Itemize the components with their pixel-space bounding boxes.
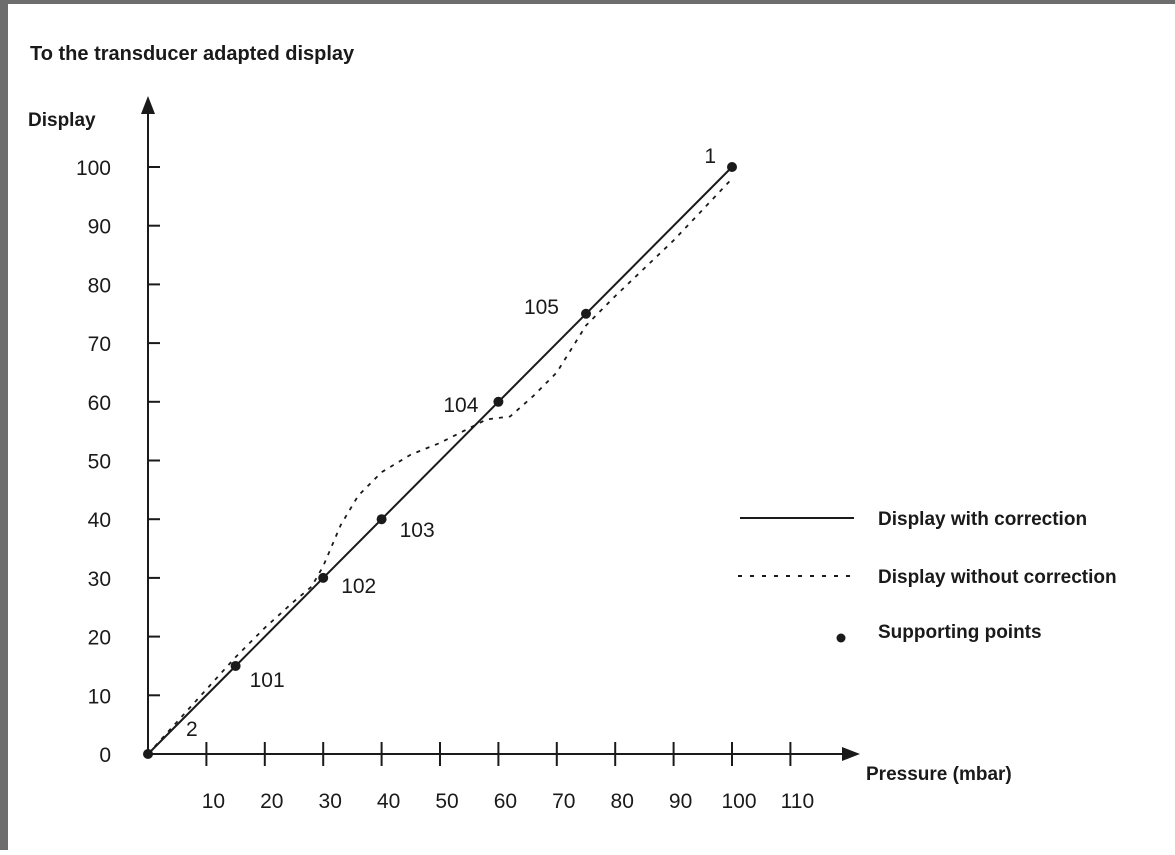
- y-tick-label: 90: [88, 216, 111, 239]
- y-tick-label: 70: [88, 333, 111, 356]
- x-tick-label: 80: [611, 790, 634, 813]
- supporting-point: [581, 308, 591, 319]
- supporting-point: [376, 514, 387, 525]
- legend-solid-label: Display with correction: [878, 509, 1087, 530]
- supporting-point: [727, 162, 737, 172]
- x-tick-label: 60: [494, 790, 517, 813]
- x-tick-label: 90: [669, 790, 692, 813]
- point-label: 104: [443, 394, 478, 417]
- x-tick-label: 40: [377, 790, 400, 813]
- x-tick-label: 100: [721, 790, 756, 813]
- y-tick-label: 100: [76, 157, 111, 180]
- y-tick-label: 10: [88, 685, 111, 708]
- x-tick-label: 20: [260, 790, 283, 813]
- x-axis-arrow: [842, 747, 860, 761]
- legend: Display with correction Display without …: [738, 509, 1117, 643]
- chart-title: To the transducer adapted display: [30, 43, 355, 65]
- point-label: 1: [704, 145, 716, 168]
- x-axis-label: Pressure (mbar): [866, 764, 1012, 785]
- supporting-point: [143, 749, 153, 759]
- supporting-point: [493, 396, 504, 407]
- y-axis-label: Display: [28, 110, 96, 131]
- point-label: 2: [186, 718, 198, 741]
- x-tick-label: 70: [552, 790, 575, 813]
- supporting-points: 2 101 102 103 104 105 1: [143, 145, 737, 759]
- x-tick-label: 50: [435, 790, 458, 813]
- legend-point-swatch: [836, 633, 846, 643]
- supporting-point: [230, 660, 241, 671]
- x-tick-label: 110: [781, 790, 814, 813]
- chart-svg: To the transducer adapted display Displa…: [28, 43, 1117, 813]
- point-label: 103: [400, 519, 435, 542]
- supporting-point: [318, 572, 329, 583]
- legend-dotted-label: Display without correction: [878, 567, 1117, 588]
- y-tick-label: 50: [88, 451, 111, 474]
- y-tick-label: 20: [88, 627, 111, 650]
- y-tick-label: 60: [88, 392, 111, 415]
- y-tick-label: 0: [99, 744, 111, 767]
- y-tick-label: 80: [88, 274, 111, 297]
- x-tick-label: 10: [202, 790, 225, 813]
- x-tick-label: 30: [319, 790, 342, 813]
- y-tick-label: 40: [88, 509, 111, 532]
- point-label: 102: [341, 575, 376, 598]
- point-label: 105: [524, 296, 559, 319]
- legend-points-label: Supporting points: [878, 622, 1042, 643]
- y-axis-arrow: [141, 96, 155, 114]
- series-without-correction-line: [147, 178, 733, 755]
- y-tick-label: 30: [88, 568, 111, 591]
- point-label: 101: [250, 669, 285, 692]
- axes: 0 10 20 30 40 50 60 70 80 90 100 10 20 30 40 50 60 70 80 90…: [76, 96, 860, 813]
